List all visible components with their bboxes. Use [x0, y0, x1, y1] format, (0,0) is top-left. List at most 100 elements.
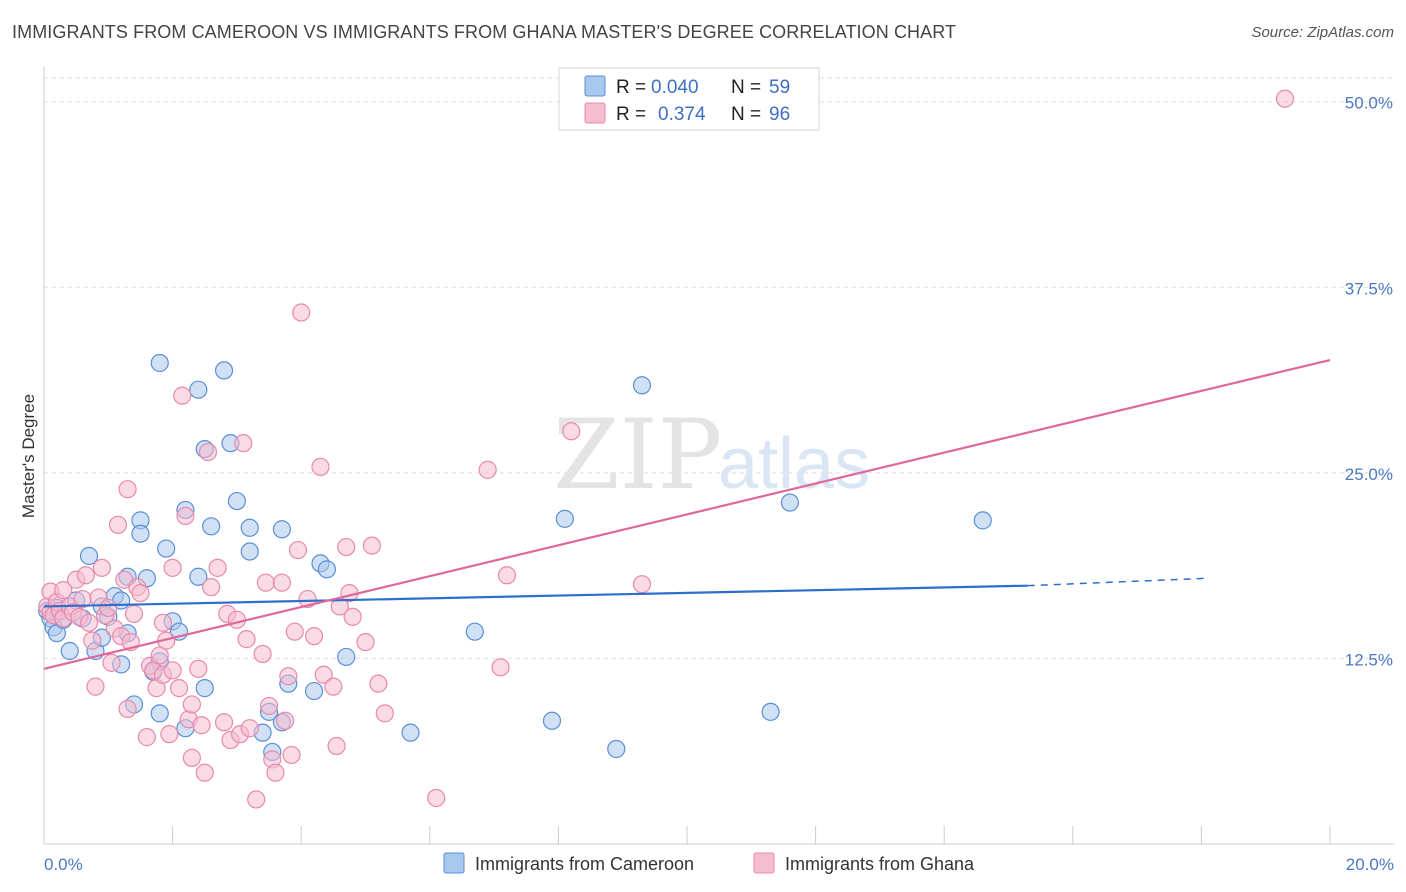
y-tick-label: 50.0%: [1345, 94, 1393, 113]
y-tick-label: 37.5%: [1345, 279, 1393, 298]
ghana-point: [195, 763, 214, 782]
legend-swatch-ghana: [584, 102, 606, 124]
legend-n-label-ghana: N =: [731, 104, 761, 125]
cameroon-point: [150, 704, 169, 723]
cameroon-point: [240, 518, 259, 537]
cameroon-point: [607, 739, 626, 759]
ghana-point: [173, 386, 192, 405]
ghana-point: [314, 665, 333, 684]
ghana-point: [327, 736, 346, 756]
legend-n-value-cameroon: 59: [769, 77, 790, 98]
cameroon-point: [761, 702, 780, 721]
ghana-point: [169, 679, 189, 698]
bottom-legend-ghana: Immigrants from Ghana: [785, 854, 975, 874]
ghana-point: [99, 598, 118, 618]
top-legend: R = 0.040 N = 59 R = 0.374 N = 96: [558, 67, 820, 131]
ghana-point: [124, 604, 144, 623]
source-label: Source: ZipAtlas.com: [1251, 24, 1394, 41]
ghana-point: [237, 630, 256, 649]
tick-labels: 12.5% 25.0% 37.5% 50.0% 0.0% 20.0%: [44, 94, 1394, 874]
ghana-point: [234, 434, 253, 453]
watermark-atlas: atlas: [718, 424, 870, 504]
ghana-point: [356, 632, 375, 652]
ghana-point: [214, 713, 234, 732]
ghana-point: [153, 613, 173, 632]
cameroon-point: [150, 353, 169, 373]
ghana-point: [362, 536, 382, 555]
legend-r-label-ghana: R =: [616, 104, 646, 125]
chart-title: IMMIGRANTS FROM CAMEROON VS IMMIGRANTS F…: [12, 22, 957, 42]
ghana-point: [288, 540, 308, 560]
legend-n-label-cameroon: N =: [731, 77, 761, 98]
y-tick-label: 12.5%: [1345, 650, 1393, 669]
legend-n-value-ghana: 96: [769, 104, 790, 125]
cameroon-point: [465, 622, 484, 641]
y-tick-label: 25.0%: [1345, 465, 1393, 484]
ghana-point: [304, 627, 324, 646]
ghana-point: [632, 575, 652, 594]
ghana-point: [176, 506, 195, 526]
ghana-point: [491, 658, 510, 677]
ghana-point: [343, 607, 362, 626]
ghana-point: [259, 696, 279, 716]
y-axis-label: Master's Degree: [19, 394, 38, 518]
ghana-point: [163, 558, 182, 577]
cameroon-trend-extension: [1027, 577, 1208, 587]
ghana-point: [337, 537, 356, 557]
ghana-point: [266, 763, 285, 782]
ghana-point: [375, 704, 394, 723]
watermark-zip: ZIP: [553, 399, 722, 511]
x-tick-label: 20.0%: [1346, 855, 1394, 874]
cameroon-point: [131, 524, 150, 543]
ghana-point: [198, 442, 218, 462]
ghana-point: [1275, 89, 1295, 108]
cameroon-point: [317, 560, 337, 579]
legend-r-value-cameroon: 0.040: [651, 77, 699, 98]
ghana-point: [54, 581, 73, 600]
cameroon-point: [240, 542, 259, 561]
cameroon-point: [195, 679, 214, 698]
ghana-point: [131, 583, 150, 603]
ghana-point: [102, 653, 121, 672]
legend-swatch-cameroon: [584, 75, 606, 97]
ghana-point: [292, 303, 311, 322]
cameroon-point: [189, 567, 208, 586]
ghana-point: [324, 677, 343, 696]
bottom-legend: Immigrants from Cameroon Immigrants from…: [443, 852, 975, 874]
ghana-point: [160, 725, 179, 744]
cameroon-point: [780, 493, 799, 512]
ghana-point: [202, 578, 221, 597]
ghana-point: [192, 716, 211, 735]
ghana-point: [247, 790, 266, 809]
ghana-point: [182, 695, 201, 714]
cameroon-point: [973, 511, 992, 530]
cameroon-point: [214, 361, 234, 380]
ghana-point: [86, 677, 105, 696]
ghana-point: [163, 661, 182, 680]
ghana-point: [118, 480, 137, 499]
ghana-point: [83, 631, 102, 650]
ghana-point: [478, 460, 497, 479]
grid: [44, 77, 1394, 659]
ghana-point: [227, 610, 246, 629]
ghana-point: [76, 566, 95, 585]
ghana-point: [276, 711, 295, 730]
ghana-point: [137, 728, 156, 747]
x-tick-label: 0.0%: [44, 855, 83, 874]
cameroon-point: [79, 546, 99, 566]
trend-lines: [43, 358, 1331, 670]
ghana-point: [92, 558, 111, 577]
ghana-point: [311, 457, 330, 477]
cameroon-point: [272, 520, 292, 539]
ghana-point: [189, 659, 208, 678]
ghana-point: [497, 566, 517, 585]
ghana-point: [272, 573, 292, 592]
cameroon-point: [401, 723, 420, 742]
cameroon-point: [304, 681, 324, 701]
cameroon-point: [632, 376, 652, 395]
legend-r-value-ghana: 0.374: [658, 104, 706, 125]
ghana-point: [208, 558, 227, 577]
ghana-point: [182, 748, 201, 767]
cameroon-point: [555, 509, 574, 528]
